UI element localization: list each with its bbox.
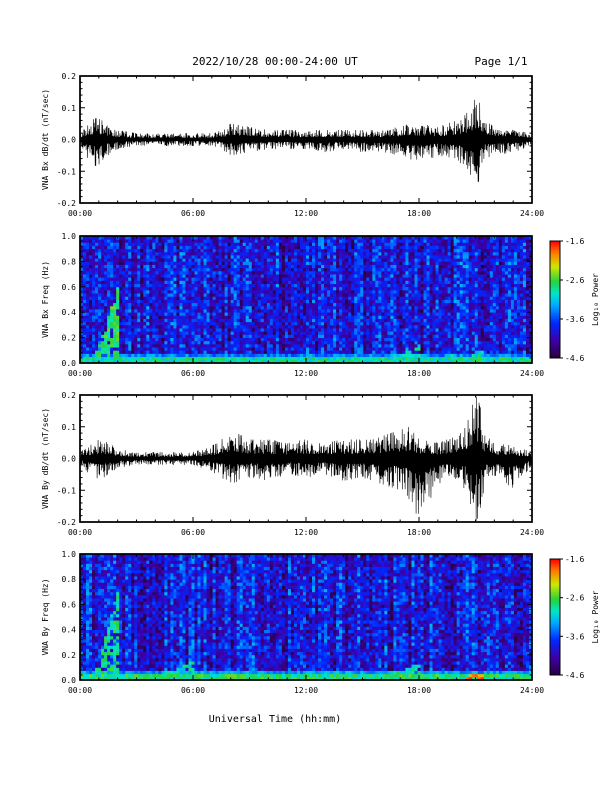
waveform-panel-0: 00:00 06:00 12:00 18:00 24:00 -0.2 -0.1 0.0 0.1 0… <box>41 72 544 218</box>
y-tick-label: 0.8 <box>62 575 77 584</box>
plot-border <box>79 75 533 204</box>
y-tick-label: 1.0 <box>62 550 77 559</box>
y-tick-label: 0.2 <box>62 651 77 660</box>
colorbar-frame <box>549 558 561 676</box>
y-axis-label: VNA By dB/dt (nT/sec) <box>41 408 50 509</box>
colorbar-tick-label: -3.6 <box>565 632 584 641</box>
x-tick-label: 12:00 <box>294 528 318 537</box>
colorbar-tick-label: -1.6 <box>565 237 584 246</box>
y-tick-label: 0.4 <box>62 308 77 317</box>
colorbar-label: Log₁₀ Power <box>591 590 600 643</box>
heatmap-cells <box>80 554 533 681</box>
x-tick-label: 06:00 <box>181 686 205 695</box>
colorbar: -1.6 -2.6 -3.6 -4.6 Log₁₀ Power <box>549 237 600 363</box>
x-tick-label: 24:00 <box>520 369 544 378</box>
colorbar: -1.6 -2.6 -3.6 -4.6 Log₁₀ Power <box>549 555 600 680</box>
y-tick-label: 0.2 <box>62 72 77 81</box>
colorbar-tick-label: -4.6 <box>565 354 584 363</box>
y-tick-label: 0.0 <box>62 676 77 685</box>
x-tick-label: 06:00 <box>181 528 205 537</box>
x-tick-label: 06:00 <box>181 369 205 378</box>
y-tick-label: 0.8 <box>62 257 77 266</box>
y-tick-label: 0.0 <box>62 359 77 368</box>
series-line <box>79 396 533 521</box>
x-tick-label: 00:00 <box>68 686 92 695</box>
colorbar-frame <box>549 240 561 359</box>
y-tick-label: 0.2 <box>62 334 77 343</box>
y-tick-label: -0.1 <box>57 486 76 495</box>
y-tick-label: 1.0 <box>62 232 77 241</box>
plot-border <box>79 394 533 523</box>
y-tick-label: 0.0 <box>62 136 77 145</box>
y-tick-label: 0.0 <box>62 455 77 464</box>
y-tick-label: -0.1 <box>57 167 76 176</box>
y-tick-label: 0.6 <box>62 283 77 292</box>
y-tick-label: -0.2 <box>57 199 76 208</box>
x-tick-label: 18:00 <box>407 528 431 537</box>
x-tick-label: 12:00 <box>294 686 318 695</box>
x-tick-label: 06:00 <box>181 209 205 218</box>
x-axis-label: Universal Time (hh:mm) <box>209 714 341 725</box>
y-tick-label: -0.2 <box>57 518 76 527</box>
x-tick-label: 12:00 <box>294 369 318 378</box>
y-tick-label: 0.2 <box>62 391 77 400</box>
plot-border <box>79 553 533 681</box>
y-axis-label: VNA Bx Freq (Hz) <box>41 261 50 338</box>
spectrogram-panel-1: -1.6 -2.6 -3.6 -4.6 Log₁₀ Power 00:00 06:00 12:… <box>41 232 600 378</box>
waveform-panel-2: 00:00 06:00 12:00 18:00 24:00 -0.2 -0.1 0.0 0.1 0… <box>41 391 544 537</box>
colorbar-tick-label: -2.6 <box>565 594 584 603</box>
x-tick-label: 24:00 <box>520 686 544 695</box>
y-tick-label: 0.1 <box>62 423 77 432</box>
y-tick-label: 0.4 <box>62 626 77 635</box>
plot-border <box>79 235 533 364</box>
date-range-title: 2022/10/28 00:00-24:00 UT <box>192 55 358 68</box>
x-tick-label: 24:00 <box>520 528 544 537</box>
x-tick-label: 24:00 <box>520 209 544 218</box>
y-axis-label: VNA Bx dB/dt (nT/sec) <box>41 89 50 190</box>
x-tick-label: 18:00 <box>407 686 431 695</box>
series-line <box>79 99 533 182</box>
spectrogram-panel-3: -1.6 -2.6 -3.6 -4.6 Log₁₀ Power 00:00 06:00 12:… <box>41 550 600 695</box>
x-tick-label: 12:00 <box>294 209 318 218</box>
colorbar-label: Log₁₀ Power <box>591 273 600 326</box>
colorbar-tick-label: -1.6 <box>565 555 584 564</box>
y-tick-label: 0.1 <box>62 104 77 113</box>
y-tick-label: 0.6 <box>62 600 77 609</box>
x-tick-label: 00:00 <box>68 209 92 218</box>
page-indicator: Page 1/1 <box>475 55 528 68</box>
colorbar-tick-label: -3.6 <box>565 315 584 324</box>
colorbar-tick-label: -2.6 <box>565 276 584 285</box>
x-tick-label: 00:00 <box>68 369 92 378</box>
x-tick-label: 00:00 <box>68 528 92 537</box>
x-tick-label: 18:00 <box>407 369 431 378</box>
y-axis-label: VNA By Freq (Hz) <box>41 578 50 655</box>
x-tick-label: 18:00 <box>407 209 431 218</box>
colorbar-tick-label: -4.6 <box>565 671 584 680</box>
heatmap-cells <box>80 236 533 364</box>
